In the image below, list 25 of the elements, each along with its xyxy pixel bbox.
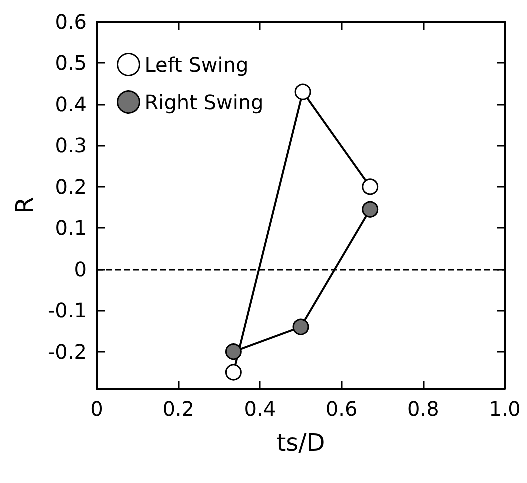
x-tick-label: 0.4 xyxy=(244,397,276,421)
point xyxy=(362,201,379,218)
legend-label: Right Swing xyxy=(144,90,264,114)
x-tick-label: 0.8 xyxy=(407,397,440,421)
point xyxy=(294,84,312,100)
point xyxy=(225,344,242,360)
x-tick-label: 0.6 xyxy=(326,397,358,421)
y-tick-label: 0.2 xyxy=(55,174,87,199)
y-tick-label: 0.3 xyxy=(55,134,87,158)
x-axis-title: ts/D xyxy=(276,429,326,457)
y-tick-label: -0.1 xyxy=(48,298,87,323)
y-axis-title: R xyxy=(11,197,39,214)
y-tick-label: 0.5 xyxy=(55,51,87,76)
y-tick-label: -0.2 xyxy=(48,340,87,364)
y-tick-label: 0.1 xyxy=(55,216,87,240)
y-tick-label: 0.4 xyxy=(55,92,87,116)
legend-label: Left Swing xyxy=(144,52,249,77)
y-tick-label: 0.6 xyxy=(55,10,87,34)
x-tick-label: 1.0 xyxy=(489,397,521,421)
x-tick-label: 0.2 xyxy=(162,397,195,421)
x-tick-label: 0 xyxy=(90,397,104,421)
point xyxy=(362,178,379,196)
point xyxy=(225,364,242,381)
point xyxy=(292,318,310,336)
y-tick-label: 0 xyxy=(74,257,87,282)
